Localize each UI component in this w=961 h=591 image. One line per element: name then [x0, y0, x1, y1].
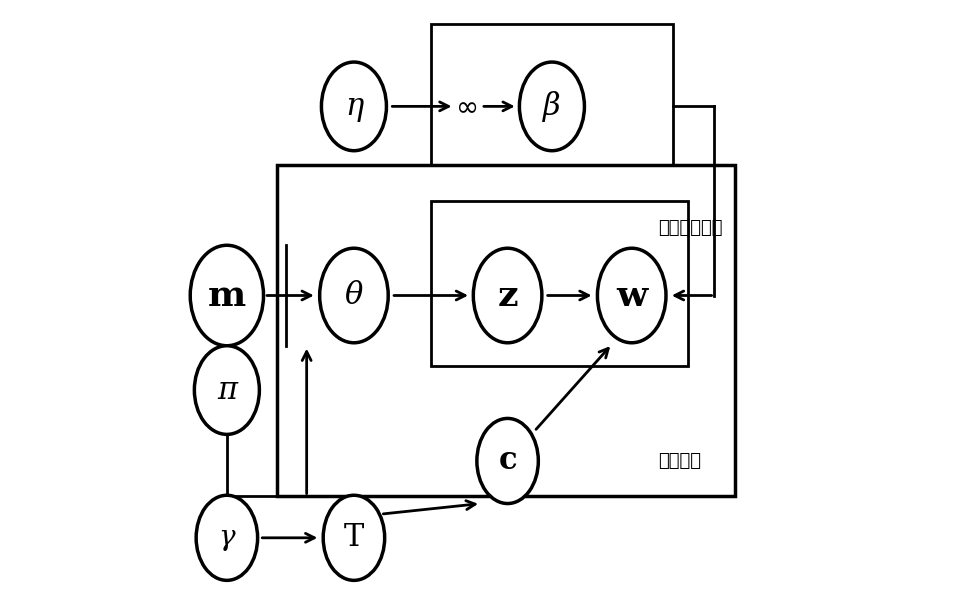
Ellipse shape — [477, 418, 538, 504]
Ellipse shape — [473, 248, 541, 343]
Text: w: w — [615, 278, 647, 313]
Text: θ: θ — [344, 280, 362, 311]
Ellipse shape — [597, 248, 665, 343]
Ellipse shape — [190, 245, 263, 346]
Text: c: c — [498, 446, 516, 476]
Ellipse shape — [196, 495, 258, 580]
Text: π: π — [216, 375, 236, 405]
Text: γ: γ — [218, 524, 234, 551]
Text: $\infty$: $\infty$ — [455, 92, 477, 121]
Text: T: T — [343, 522, 363, 553]
Bar — [431, 201, 687, 366]
Ellipse shape — [519, 62, 584, 151]
Text: η: η — [344, 91, 362, 122]
Text: z: z — [497, 278, 517, 313]
Text: m: m — [208, 278, 246, 313]
Text: 病人集合: 病人集合 — [657, 452, 701, 470]
Text: β: β — [543, 91, 560, 122]
Ellipse shape — [194, 346, 259, 434]
Ellipse shape — [323, 495, 384, 580]
Bar — [431, 24, 673, 171]
Ellipse shape — [321, 62, 386, 151]
Ellipse shape — [319, 248, 388, 343]
Bar — [277, 165, 734, 496]
Text: 病人诊疗记录: 病人诊疗记录 — [657, 219, 722, 236]
